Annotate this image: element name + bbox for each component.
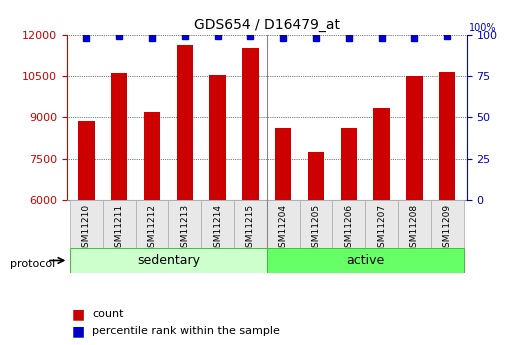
Text: GSM11212: GSM11212 [147, 204, 156, 253]
FancyBboxPatch shape [431, 200, 464, 248]
Text: GSM11205: GSM11205 [311, 204, 321, 253]
Bar [176, 45, 193, 200]
FancyBboxPatch shape [70, 200, 103, 248]
Text: GSM11210: GSM11210 [82, 204, 91, 253]
Text: percentile rank within the sample: percentile rank within the sample [92, 326, 280, 336]
FancyBboxPatch shape [103, 200, 135, 248]
Bar [275, 128, 291, 200]
Bar [439, 72, 456, 200]
FancyBboxPatch shape [300, 200, 332, 248]
Bar [209, 75, 226, 200]
FancyBboxPatch shape [365, 200, 398, 248]
FancyBboxPatch shape [398, 200, 431, 248]
FancyBboxPatch shape [332, 200, 365, 248]
FancyBboxPatch shape [135, 200, 168, 248]
FancyBboxPatch shape [234, 200, 267, 248]
Text: active: active [346, 254, 384, 267]
FancyBboxPatch shape [267, 248, 464, 273]
Bar [144, 112, 160, 200]
Text: count: count [92, 309, 124, 319]
Text: GSM11208: GSM11208 [410, 204, 419, 253]
FancyBboxPatch shape [267, 200, 300, 248]
Text: ■: ■ [72, 307, 85, 321]
Text: GSM11215: GSM11215 [246, 204, 255, 253]
Text: 100%: 100% [469, 23, 497, 33]
Text: GSM11206: GSM11206 [344, 204, 353, 253]
Text: ■: ■ [72, 324, 85, 338]
Text: GSM11209: GSM11209 [443, 204, 451, 253]
FancyBboxPatch shape [168, 200, 201, 248]
Bar [242, 48, 259, 200]
Text: GSM11213: GSM11213 [180, 204, 189, 253]
Bar [78, 121, 94, 200]
Text: sedentary: sedentary [137, 254, 200, 267]
Text: protocol: protocol [10, 259, 55, 269]
Text: GSM11211: GSM11211 [115, 204, 124, 253]
Text: GSM11207: GSM11207 [377, 204, 386, 253]
Bar [373, 108, 390, 200]
Bar [111, 72, 127, 200]
FancyBboxPatch shape [201, 200, 234, 248]
Text: GSM11204: GSM11204 [279, 204, 288, 253]
Text: GSM11214: GSM11214 [213, 204, 222, 253]
FancyBboxPatch shape [70, 248, 267, 273]
Bar [341, 128, 357, 200]
Title: GDS654 / D16479_at: GDS654 / D16479_at [194, 18, 340, 32]
Bar [406, 77, 423, 200]
Bar [308, 152, 324, 200]
